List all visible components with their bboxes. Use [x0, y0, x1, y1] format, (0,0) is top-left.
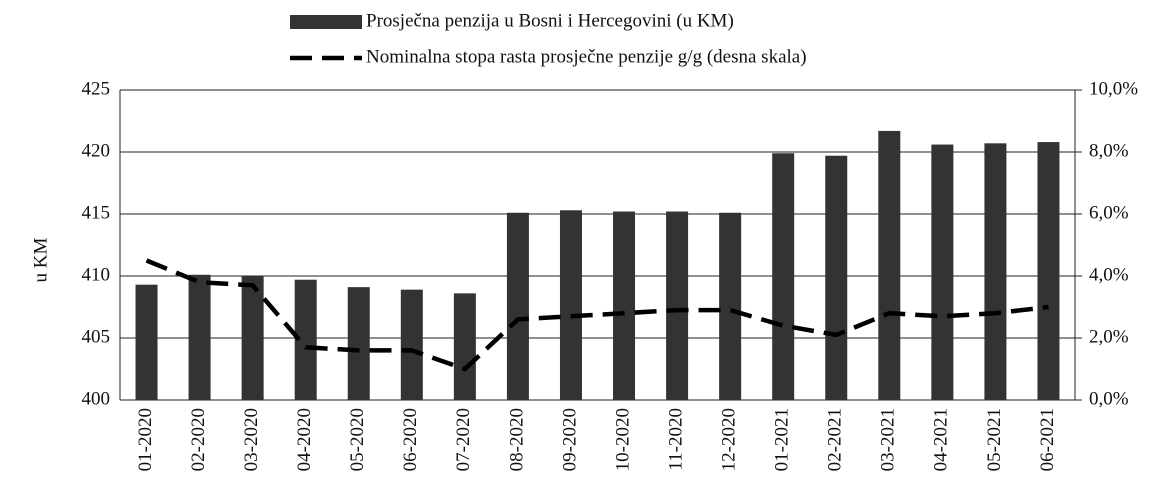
y2-tick-label: 4,0%: [1089, 264, 1129, 285]
x-tick-label: 02-2021: [825, 408, 846, 471]
x-tick-label: 03-2021: [878, 408, 899, 471]
bar: [984, 143, 1007, 400]
bar: [772, 153, 795, 400]
x-tick-label: 06-2020: [400, 408, 421, 471]
y2-tick-label: 8,0%: [1089, 140, 1129, 161]
legend-label: Nominalna stopa rasta prosječne penzije …: [366, 46, 807, 67]
x-tick-label: 06-2021: [1037, 408, 1058, 471]
bar: [825, 155, 848, 400]
bar: [931, 144, 954, 400]
x-tick-label: 03-2020: [241, 408, 262, 471]
y-tick-label: 415: [82, 202, 111, 223]
x-tick-label: 01-2020: [135, 408, 156, 471]
x-tick-label: 05-2020: [347, 408, 368, 471]
bar: [506, 212, 529, 400]
bar: [188, 274, 211, 400]
bar: [241, 276, 264, 400]
y2-tick-label: 10,0%: [1089, 78, 1138, 99]
x-tick-label: 05-2021: [984, 408, 1005, 471]
bar: [400, 289, 423, 400]
bar: [559, 210, 582, 400]
y-tick-label: 410: [82, 264, 111, 285]
y-tick-label: 405: [82, 326, 111, 347]
y2-tick-label: 2,0%: [1089, 326, 1129, 347]
legend-label: Prosječna penzija u Bosni i Hercegovini …: [366, 10, 734, 31]
bar: [1037, 142, 1060, 400]
x-tick-label: 02-2020: [188, 408, 209, 471]
x-tick-label: 04-2021: [931, 408, 952, 471]
y-tick-label: 400: [82, 388, 111, 409]
bar: [347, 287, 370, 400]
x-tick-label: 08-2020: [506, 408, 527, 471]
y-tick-label: 420: [82, 140, 111, 161]
bar: [135, 284, 158, 400]
bar: [294, 279, 317, 400]
y-tick-label: 425: [82, 78, 111, 99]
y2-tick-label: 6,0%: [1089, 202, 1129, 223]
legend-swatch: [290, 15, 362, 29]
y-axis-label: u KM: [30, 237, 51, 282]
bar: [719, 212, 742, 400]
x-tick-label: 12-2020: [718, 408, 739, 471]
x-tick-label: 11-2020: [665, 408, 686, 471]
line: [145, 258, 1049, 372]
bar: [666, 211, 689, 400]
y2-tick-label: 0,0%: [1089, 388, 1129, 409]
x-tick-label: 01-2021: [772, 408, 793, 471]
x-tick-label: 04-2020: [294, 408, 315, 471]
bar: [878, 130, 901, 401]
x-tick-label: 07-2020: [453, 408, 474, 471]
bar: [613, 211, 636, 400]
x-tick-label: 09-2020: [559, 408, 580, 471]
bar: [453, 293, 476, 400]
x-tick-label: 10-2020: [612, 408, 633, 471]
